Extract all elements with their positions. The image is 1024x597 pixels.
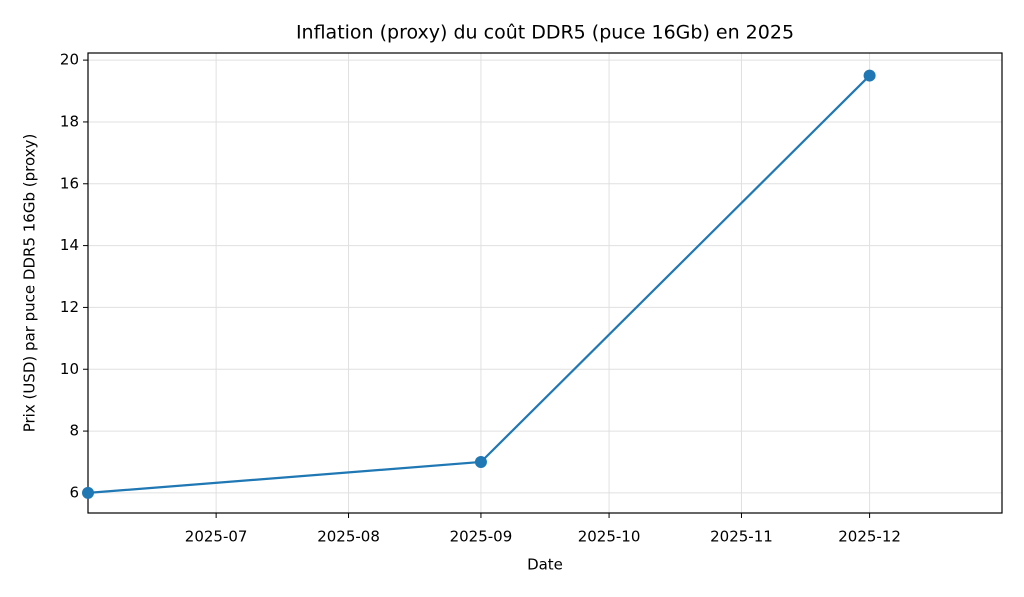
- y-tick-label: 18: [60, 112, 79, 130]
- data-point: [863, 69, 876, 82]
- y-tick-label: 6: [69, 483, 79, 501]
- y-tick-label: 10: [60, 360, 79, 378]
- y-axis-label: Prix (USD) par puce DDR5 16Gb (proxy): [21, 134, 39, 433]
- data-line: [87, 74, 871, 495]
- x-tick-label: 2025-10: [578, 528, 641, 546]
- x-tick-label: 2025-09: [450, 528, 513, 546]
- x-tick-label: 2025-12: [838, 528, 901, 546]
- data-point: [474, 455, 487, 468]
- x-tick-label: 2025-11: [710, 528, 773, 546]
- y-tick-label: 16: [60, 174, 79, 192]
- y-tick-label: 12: [60, 298, 79, 316]
- data-point: [82, 486, 94, 499]
- plot-frame: [87, 52, 1003, 514]
- x-axis-label: Date: [527, 556, 563, 574]
- x-tick-label: 2025-07: [185, 528, 248, 546]
- y-tick-label: 8: [69, 422, 79, 440]
- chart-title: Inflation (proxy) du coût DDR5 (puce 16G…: [296, 22, 794, 44]
- x-tick-label: 2025-08: [317, 528, 380, 546]
- y-tick-label: 20: [60, 51, 79, 69]
- y-tick-label: 14: [60, 236, 79, 254]
